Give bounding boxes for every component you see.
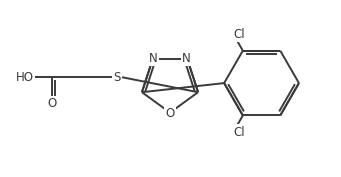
Text: O: O: [165, 107, 175, 120]
Text: HO: HO: [16, 71, 34, 84]
Text: N: N: [149, 52, 158, 65]
Text: S: S: [113, 71, 120, 84]
Text: Cl: Cl: [233, 28, 245, 41]
Text: O: O: [47, 97, 57, 110]
Text: N: N: [182, 52, 191, 65]
Text: Cl: Cl: [233, 125, 245, 139]
